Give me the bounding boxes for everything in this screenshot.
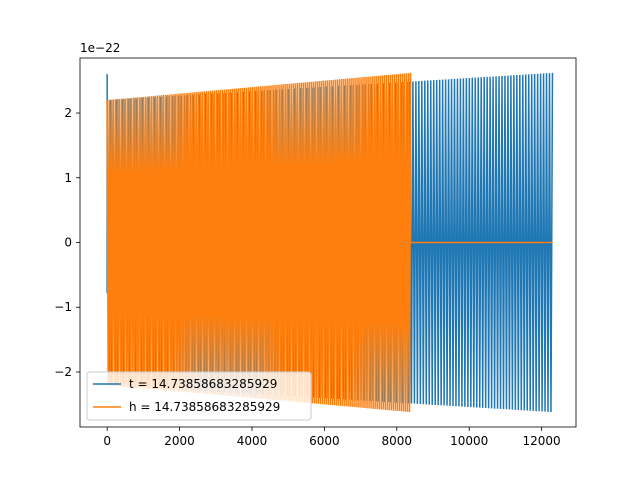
x-tick-label: 0 bbox=[103, 434, 111, 448]
y-tick-label: 2 bbox=[64, 106, 72, 120]
y-tick-label: 0 bbox=[64, 236, 72, 250]
x-tick-label: 6000 bbox=[309, 434, 340, 448]
legend-label-h: h = 14.73858683285929 bbox=[129, 400, 280, 414]
y-tick-label: 1 bbox=[64, 171, 72, 185]
x-tick-label: 4000 bbox=[237, 434, 268, 448]
x-axis: 0 2000 4000 6000 8000 10000 12000 bbox=[103, 427, 561, 448]
y-scale-label: 1e−22 bbox=[80, 41, 120, 55]
x-tick-label: 10000 bbox=[450, 434, 488, 448]
legend-label-t: t = 14.73858683285929 bbox=[129, 377, 277, 391]
y-axis: −2 −1 0 1 2 bbox=[54, 106, 80, 379]
x-tick-label: 12000 bbox=[523, 434, 561, 448]
y-tick-label: −1 bbox=[54, 300, 72, 314]
x-tick-label: 2000 bbox=[164, 434, 195, 448]
x-tick-label: 8000 bbox=[382, 434, 413, 448]
legend: t = 14.73858683285929 h = 14.73858683285… bbox=[86, 371, 312, 421]
legend-frame bbox=[86, 371, 312, 421]
y-tick-label: −2 bbox=[54, 365, 72, 379]
